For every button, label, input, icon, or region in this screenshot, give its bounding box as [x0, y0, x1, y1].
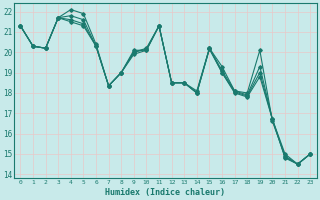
- X-axis label: Humidex (Indice chaleur): Humidex (Indice chaleur): [105, 188, 225, 197]
